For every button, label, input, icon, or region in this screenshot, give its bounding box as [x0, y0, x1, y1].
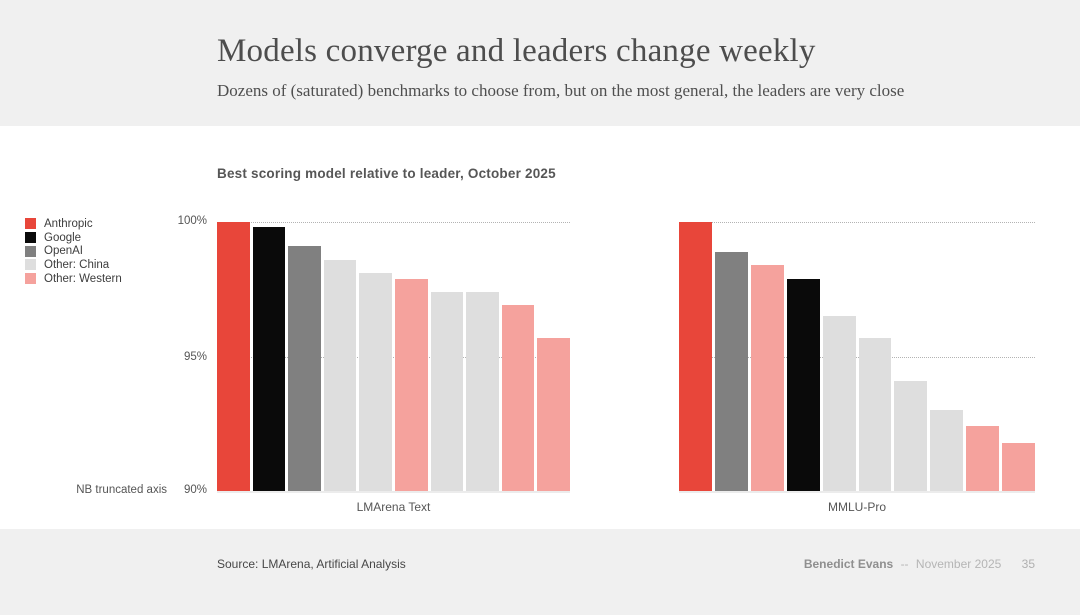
- footer-band: [0, 529, 1080, 615]
- bar-other-western: [394, 278, 428, 491]
- gridline-95pct: [679, 356, 1035, 358]
- legend-label: Google: [44, 231, 82, 244]
- y-axis-tick-95: 95%: [183, 351, 207, 363]
- bar-other-western: [750, 265, 784, 491]
- legend-swatch-icon: [25, 259, 36, 271]
- header-band: [0, 0, 1080, 126]
- legend-label: OpenAI: [44, 245, 83, 258]
- chart-legend: Anthropic Google OpenAI Other: China Other: …: [25, 217, 122, 285]
- bar-other-western: [537, 337, 570, 491]
- bar-google: [786, 278, 820, 491]
- legend-swatch-icon: [25, 232, 36, 244]
- bar-anthropic: [217, 222, 250, 491]
- footer-separator: --: [900, 557, 909, 571]
- gridline-95pct: [217, 356, 570, 358]
- chart-heading: Best scoring model relative to leader, O…: [217, 166, 556, 181]
- y-axis-tick-90: 90%: [183, 484, 207, 496]
- legend-item: OpenAI: [25, 244, 122, 258]
- bar-other-china: [430, 291, 464, 491]
- bar-openai: [288, 246, 321, 491]
- bar-other-china: [894, 380, 928, 491]
- bar-other-western: [501, 305, 535, 491]
- page-number: 35: [1021, 557, 1035, 571]
- bar-other-china: [858, 337, 892, 491]
- bar-openai: [714, 251, 748, 491]
- bar-chart-mmlu-pro: [679, 222, 1036, 493]
- slide-title: Models converge and leaders change weekl…: [217, 33, 816, 69]
- legend-item: Other: Western: [25, 272, 122, 286]
- x-axis-label-mmlu-pro: MMLU-Pro: [827, 500, 886, 514]
- footer-author: Benedict Evans: [803, 557, 894, 571]
- legend-swatch-icon: [25, 273, 36, 285]
- gridline-100pct: [679, 222, 1035, 223]
- y-axis-tick-100: 100%: [177, 215, 207, 227]
- bar-other-china: [930, 410, 964, 491]
- truncated-axis-note: NB truncated axis: [76, 484, 167, 496]
- bar-other-western: [966, 426, 1000, 491]
- legend-item: Other: China: [25, 258, 122, 272]
- bar-other-china: [359, 273, 392, 491]
- bar-group: [679, 222, 1036, 491]
- footer-credit: Benedict Evans -- November 2025 35: [804, 557, 1035, 571]
- legend-label: Other: Western: [44, 272, 122, 285]
- source-note: Source: LMArena, Artificial Analysis: [217, 557, 406, 571]
- slide-subtitle: Dozens of (saturated) benchmarks to choo…: [217, 81, 905, 100]
- bar-other-china: [466, 291, 499, 491]
- legend-item: Anthropic: [25, 217, 122, 231]
- legend-swatch-icon: [25, 245, 36, 257]
- legend-label: Other: China: [44, 258, 110, 271]
- bar-google: [252, 227, 286, 491]
- bar-chart-lmarena-text: [217, 222, 570, 493]
- bar-group: [217, 222, 570, 491]
- footer-date: November 2025: [915, 557, 1002, 571]
- x-axis-label-lmarena-text: LMArena Text: [356, 500, 431, 514]
- bar-other-china: [822, 316, 856, 491]
- gridline-100pct: [217, 222, 570, 223]
- bar-other-china: [323, 259, 357, 491]
- bar-anthropic: [679, 222, 712, 491]
- legend-item: Google: [25, 231, 122, 245]
- legend-swatch-icon: [25, 218, 36, 230]
- legend-label: Anthropic: [44, 217, 93, 230]
- bar-other-western: [1002, 442, 1036, 491]
